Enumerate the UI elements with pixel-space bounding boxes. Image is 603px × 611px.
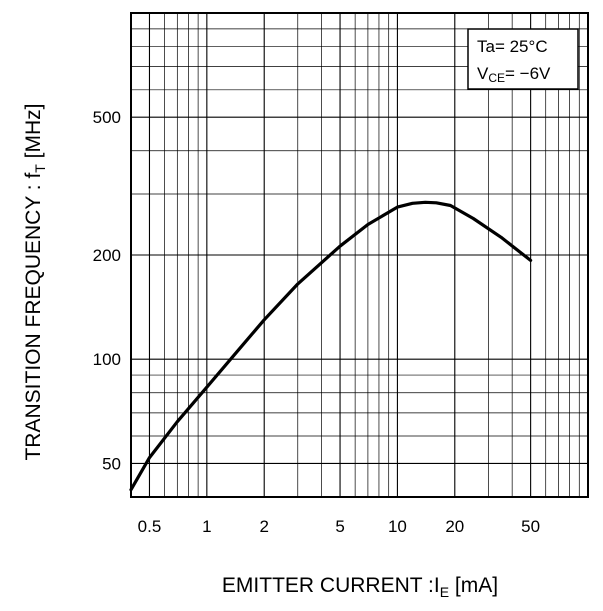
x-tick-label: 10 <box>388 517 407 536</box>
x-tick-label: 5 <box>335 517 344 536</box>
legend-line-2: VCE= −6V <box>477 64 551 85</box>
x-tick-label: 50 <box>521 517 540 536</box>
x-tick-label: 0.5 <box>138 517 162 536</box>
grid <box>131 13 588 497</box>
legend-box <box>467 28 579 90</box>
y-axis-title: TRANSITION FREQUENCY : fT [MHz] <box>22 103 48 460</box>
y-tick-label: 50 <box>102 454 121 473</box>
y-tick-label: 100 <box>93 350 121 369</box>
series-layer <box>129 200 533 492</box>
legend-line-1: Ta= 25°C <box>477 37 548 56</box>
y-tick-label: 500 <box>93 108 121 127</box>
x-axis-ticks: 0.5 1 2 5 10 20 50 <box>138 517 540 536</box>
x-axis-title: EMITTER CURRENT :IE [mA] <box>222 574 498 600</box>
x-tick-label: 1 <box>202 517 211 536</box>
legend: Ta= 25°C VCE= −6V <box>467 28 579 90</box>
series-line <box>129 200 533 492</box>
y-tick-label: 200 <box>93 246 121 265</box>
y-axis-ticks: 50 100 200 500 <box>93 108 121 473</box>
plot-frame <box>130 12 589 498</box>
x-tick-label: 2 <box>259 517 268 536</box>
x-tick-label: 20 <box>445 517 464 536</box>
